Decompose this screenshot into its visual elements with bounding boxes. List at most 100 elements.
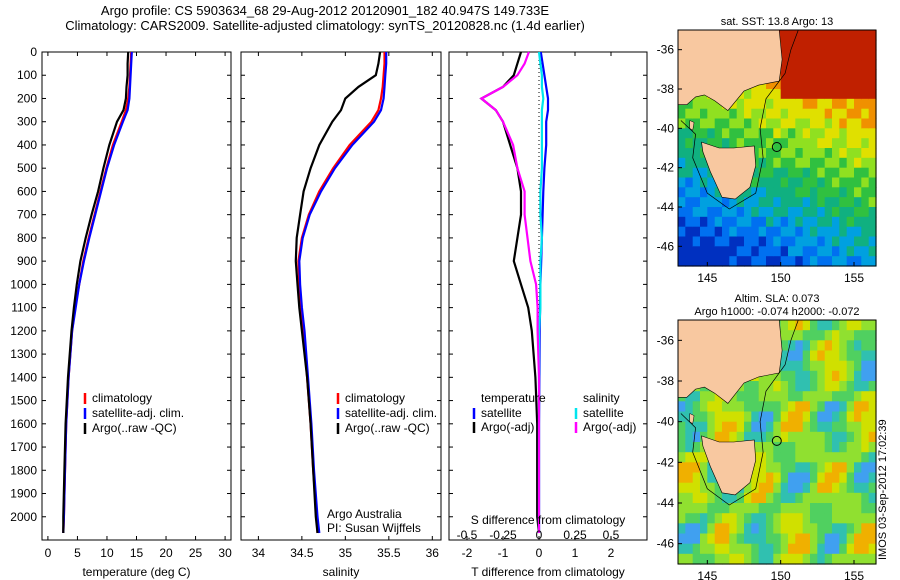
map-cell <box>766 421 774 433</box>
map-cell <box>744 401 752 413</box>
map-cell <box>780 207 789 218</box>
map-cell <box>861 157 870 169</box>
map-cell <box>700 177 708 188</box>
map-cell <box>802 157 811 169</box>
map-x-tick-label: 150 <box>771 271 791 285</box>
map-cell <box>744 246 752 257</box>
map-cell <box>839 391 848 402</box>
map-cell <box>802 533 811 545</box>
map-cell <box>773 462 782 474</box>
map-cell <box>707 523 716 535</box>
map-cell <box>685 197 694 208</box>
map-cell <box>692 421 701 433</box>
map-cell <box>802 553 811 565</box>
map-cell <box>788 350 796 362</box>
map-cell <box>868 320 877 331</box>
map-cell <box>810 216 818 228</box>
map-cell <box>802 246 811 257</box>
map-cell <box>736 207 745 218</box>
panel-frame-0 <box>41 51 232 541</box>
map-cell <box>854 98 862 110</box>
secondary-tick-label: -0.25 <box>489 528 517 542</box>
map-cell <box>773 197 782 208</box>
map-cell <box>780 401 789 413</box>
map-cell <box>846 411 855 423</box>
map-cell <box>678 503 686 514</box>
map-cell <box>868 226 877 238</box>
map-cell <box>868 462 877 474</box>
map-cell <box>802 98 811 110</box>
map-cell <box>824 89 833 100</box>
x-tick-label: -2 <box>462 546 473 560</box>
map-cell <box>846 207 855 218</box>
map-cell <box>810 246 818 257</box>
map-cell <box>707 553 716 565</box>
y-tick-label: 0 <box>30 45 37 59</box>
map-cell <box>700 513 708 524</box>
map-cell <box>824 411 833 423</box>
map-cell <box>729 492 738 504</box>
map-cell <box>780 421 789 433</box>
map-cell <box>700 482 708 494</box>
map-cell <box>766 207 774 218</box>
sla-map-title-line2: Argo h1000: -0.074 h2000: -0.072 <box>694 306 860 318</box>
map-cell <box>802 128 811 139</box>
map-cell <box>780 381 789 392</box>
map-cell <box>795 523 804 535</box>
map-cell <box>751 533 760 545</box>
map-cell <box>678 513 686 524</box>
map-cell <box>736 391 745 402</box>
map-cell <box>854 177 862 188</box>
map-cell <box>846 236 855 247</box>
map-cell <box>773 482 782 494</box>
map-cell <box>700 553 708 565</box>
map-cell <box>751 421 760 433</box>
map-cell <box>692 128 701 139</box>
map-cell <box>722 543 730 555</box>
map-cell <box>868 452 877 463</box>
map-cell <box>714 138 723 149</box>
map-cell <box>766 177 774 188</box>
map-cell <box>846 246 855 257</box>
map-cell <box>758 157 767 169</box>
map-cell <box>788 543 796 555</box>
map-cell <box>685 148 694 159</box>
map-cell <box>780 187 789 198</box>
map-cell <box>810 187 818 198</box>
map-cell <box>773 533 782 545</box>
map-cell <box>736 226 745 238</box>
map-cell <box>832 207 840 218</box>
map-cell <box>795 340 804 352</box>
x-tick-label: 25 <box>189 546 203 560</box>
map-cell <box>707 216 716 228</box>
map-cell <box>773 421 782 433</box>
y-tick-label: 1900 <box>10 487 37 501</box>
map-cell <box>832 246 840 257</box>
map-cell <box>678 411 686 423</box>
map-cell <box>810 79 818 90</box>
map-cell <box>832 523 840 535</box>
map-cell <box>810 350 818 362</box>
map-cell <box>692 492 701 504</box>
map-cell <box>854 523 862 535</box>
secondary-tick-label: 0.5 <box>603 528 620 542</box>
map-cell <box>788 226 796 238</box>
map-cell <box>788 503 796 514</box>
map-cell <box>707 431 716 443</box>
map-cell <box>729 553 738 565</box>
map-cell <box>839 128 848 139</box>
map-cell <box>678 148 686 159</box>
x-tick-label: 0 <box>536 546 543 560</box>
map-cell <box>744 513 752 524</box>
map-cell <box>685 226 694 238</box>
map-cell <box>810 148 818 159</box>
map-cell <box>773 381 782 392</box>
map-cell <box>868 69 877 80</box>
map-cell <box>846 256 855 267</box>
map-cell <box>832 340 840 352</box>
map-cell <box>854 472 862 484</box>
map-cell <box>832 513 840 524</box>
map-cell <box>751 482 760 494</box>
legend-entry: satellite-adj. clim. <box>345 406 437 420</box>
legend-entry: climatology <box>345 391 405 405</box>
